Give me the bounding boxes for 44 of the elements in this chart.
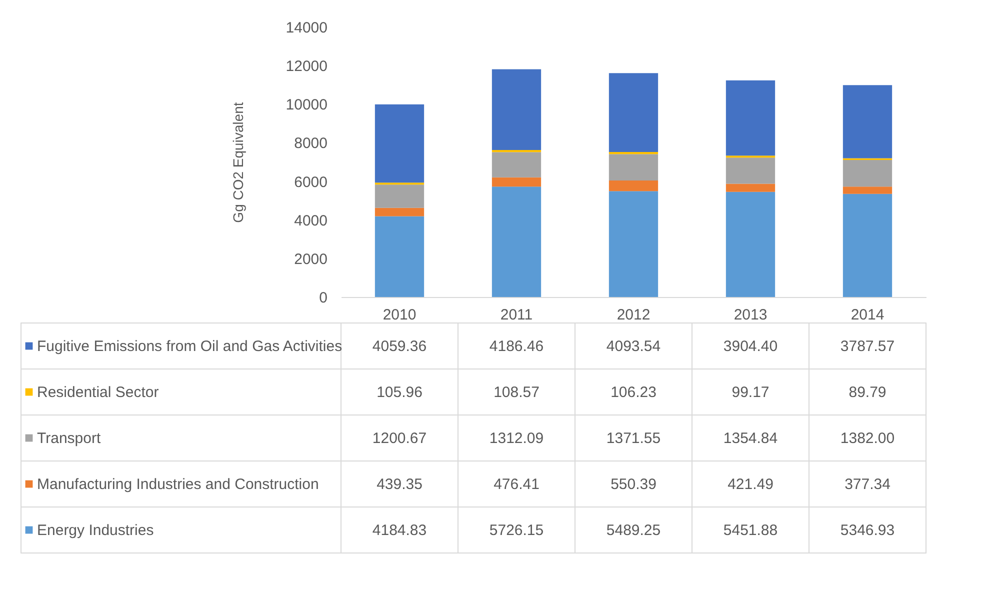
y-tick-label: 8000 <box>294 135 328 152</box>
data-label: 5451.88 <box>723 522 778 539</box>
data-label: 5489.25 <box>606 522 661 539</box>
data-label: 1312.09 <box>489 430 544 447</box>
y-axis-title: Gg CO2 Equivalent <box>230 102 246 223</box>
data-label: 99.17 <box>732 384 770 401</box>
x-tick-label: 2014 <box>850 306 884 324</box>
data-label: 1371.55 <box>606 430 661 447</box>
data-label: 4059.36 <box>372 338 427 355</box>
y-tick-label: 2000 <box>294 250 328 268</box>
data-label: 4186.46 <box>489 338 544 355</box>
y-tick-label: 4000 <box>294 212 328 230</box>
data-label: 4093.54 <box>606 338 661 355</box>
data-label: 5346.93 <box>840 522 895 539</box>
data-label: 108.57 <box>494 384 540 401</box>
legend-label: Energy Industries <box>37 522 154 539</box>
data-label: 377.34 <box>844 476 890 493</box>
data-label: 89.79 <box>848 384 886 401</box>
y-tick-label: 10000 <box>286 96 328 114</box>
x-tick-label: 2012 <box>616 306 650 324</box>
data-label: 3787.57 <box>840 338 895 355</box>
y-tick-label: 14000 <box>286 20 328 36</box>
legend-label: Fugitive Emissions from Oil and Gas Activities <box>37 338 342 355</box>
data-label: 5726.15 <box>489 522 544 539</box>
legend-label: Residential Sector <box>37 384 159 401</box>
y-tick-label: 6000 <box>294 174 328 191</box>
data-label: 1354.84 <box>723 430 778 447</box>
x-tick-label: 2010 <box>382 306 416 324</box>
x-tick-label: 2011 <box>500 306 533 324</box>
data-label: 439.35 <box>376 476 422 493</box>
data-label: 550.39 <box>610 476 656 493</box>
y-tick-label: 0 <box>319 290 328 306</box>
data-label: 106.23 <box>610 384 656 401</box>
x-tick-label: 2013 <box>734 306 768 324</box>
data-label: 3904.40 <box>723 338 778 355</box>
data-label: 105.96 <box>376 384 422 401</box>
data-label: 1200.67 <box>372 430 427 447</box>
data-label: 4184.83 <box>372 522 427 539</box>
y-tick-label: 12000 <box>286 58 328 76</box>
data-label: 476.41 <box>494 476 540 493</box>
data-label: 1382.00 <box>840 430 895 447</box>
data-label: 421.49 <box>728 476 774 493</box>
legend-label: Transport <box>37 430 102 447</box>
legend-label: Manufacturing Industries and Construction <box>37 476 319 493</box>
